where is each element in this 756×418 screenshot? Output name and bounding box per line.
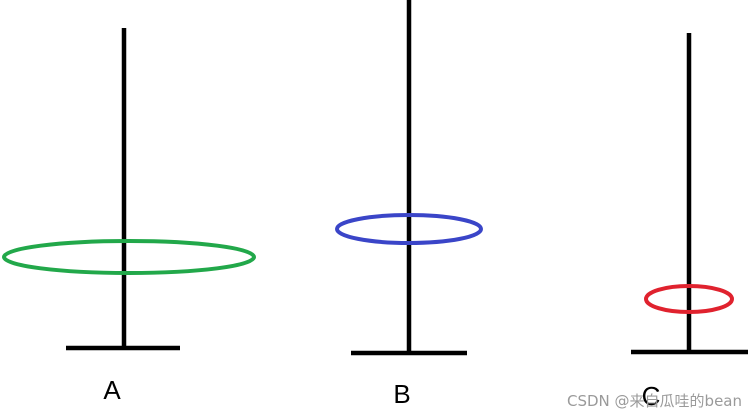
peg-a-label: A	[103, 375, 121, 405]
peg-b-label: B	[393, 379, 410, 409]
peg-a: A	[2, 28, 256, 405]
peg-c: C	[631, 33, 748, 411]
peg-c-ring	[644, 284, 734, 314]
peg-c-label: C	[642, 381, 661, 411]
peg-b-ring	[335, 213, 483, 245]
peg-a-ring	[2, 239, 256, 275]
peg-b: B	[335, 0, 483, 409]
csdn-watermark: CSDN @来自瓜哇的bean	[567, 392, 742, 410]
